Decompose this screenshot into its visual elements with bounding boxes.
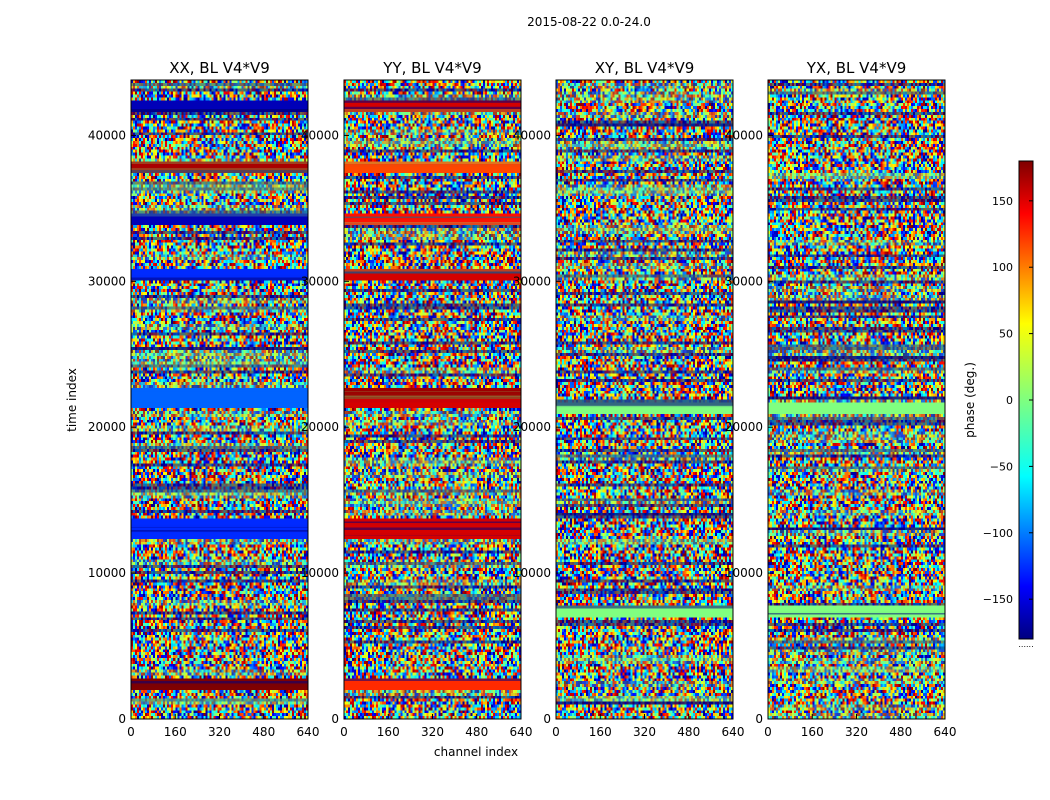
x-tick-label: 480 [252, 725, 275, 739]
y-tick-label: 10000 [725, 566, 763, 580]
heatmap-band-3-1 [556, 609, 733, 614]
y-tick-label: 40000 [301, 128, 339, 142]
panel-4: YX, BL V4*V9 0 160 320 480 640 0 10000 20000 3000… [725, 59, 957, 739]
heatmap-band-1-1 [131, 683, 308, 688]
figure-title: 2015-08-22 0.0-24.0 [527, 15, 651, 29]
x-tick-label: 0 [340, 725, 348, 739]
panel-1: XX, BL V4*V9 0 160 320 480 640 0 10000 20000 3000… [88, 59, 320, 739]
heatmap-band-2-3 [344, 522, 521, 527]
heatmap-band-4-2 [768, 406, 945, 411]
heatmap-band-1-5 [131, 391, 308, 396]
x-tick-label: 640 [934, 725, 957, 739]
x-tick-label: 160 [164, 725, 187, 739]
colorbar-tick-label: −50 [990, 460, 1013, 473]
y-tick-label: 30000 [725, 274, 763, 288]
y-tick-label: 40000 [513, 128, 551, 142]
panel-title: XX, BL V4*V9 [169, 59, 270, 77]
x-tick-label: 320 [845, 725, 868, 739]
y-tick-label: 10000 [88, 566, 126, 580]
colorbar-under-marker: ...... [1018, 640, 1033, 649]
panel-title: YX, BL V4*V9 [806, 59, 907, 77]
y-tick-label: 20000 [301, 420, 339, 434]
x-tick-label: 0 [764, 725, 772, 739]
y-tick-label: 30000 [513, 274, 551, 288]
x-tick-label: 160 [377, 725, 400, 739]
y-tick-label: 20000 [513, 420, 551, 434]
panel-3: XY, BL V4*V9 0 160 320 480 640 0 10000 20000 3000… [513, 59, 745, 739]
x-tick-label: 480 [889, 725, 912, 739]
x-tick-label: 320 [421, 725, 444, 739]
panel-title: YY, BL V4*V9 [382, 59, 481, 77]
heatmap-band-2-5 [344, 391, 521, 396]
y-tick-label: 30000 [301, 274, 339, 288]
x-tick-label: 640 [722, 725, 745, 739]
x-tick-label: 320 [208, 725, 231, 739]
x-axis-label: channel index [434, 745, 518, 759]
y-tick-label: 10000 [513, 566, 551, 580]
colorbar-tick-label: 100 [992, 261, 1013, 274]
heatmap-band-1-4 [131, 398, 308, 403]
y-tick-label: 40000 [88, 128, 126, 142]
colorbar-tick-label: 150 [992, 195, 1013, 208]
colorbar-label: phase (deg.) [963, 362, 977, 438]
heatmap-band-1-7 [131, 218, 308, 223]
x-tick-label: 480 [677, 725, 700, 739]
y-tick-label: 0 [331, 712, 339, 726]
heatmap-band-2-4 [344, 398, 521, 403]
heatmap-image-4 [768, 80, 945, 719]
heatmap-band-2-7 [344, 218, 521, 223]
subplots: XX, BL V4*V9 0 160 320 480 640 0 10000 20000 3000… [88, 59, 957, 739]
x-tick-label: 480 [465, 725, 488, 739]
panel-title: XY, BL V4*V9 [595, 59, 695, 77]
colorbar-ticks: −150 −100 −50 0 50 100 150 [983, 195, 1033, 606]
x-tick-label: 160 [801, 725, 824, 739]
heatmap-band-2-8 [344, 164, 521, 169]
heatmap-band-2-9 [344, 102, 521, 107]
x-tick-label: 320 [633, 725, 656, 739]
heatmap-band-1-6 [131, 273, 308, 278]
heatmap-band-1-2 [131, 531, 308, 536]
colorbar-tick-label: −150 [983, 593, 1013, 606]
heatmap-image-3 [556, 80, 733, 719]
heatmap-band-2-2 [344, 531, 521, 536]
x-tick-label: 640 [297, 725, 320, 739]
colorbar-tick-label: −100 [983, 527, 1013, 540]
heatmap-band-3-2 [556, 406, 733, 411]
y-axis-label: time index [65, 368, 79, 432]
x-tick-label: 0 [552, 725, 560, 739]
x-tick-label: 160 [589, 725, 612, 739]
colorbar: −150 −100 −50 0 50 100 150 phase (deg.) ...... [963, 160, 1034, 649]
x-tick-label: 0 [127, 725, 135, 739]
colorbar-tick-label: 50 [999, 328, 1013, 341]
y-tick-label: 0 [118, 712, 126, 726]
heatmap-band-2-6 [344, 273, 521, 278]
y-tick-label: 20000 [88, 420, 126, 434]
heatmap-band-1-9 [131, 102, 308, 107]
heatmap-band-4-1 [768, 609, 945, 614]
heatmap-band-2-1 [344, 683, 521, 688]
heatmap-band-1-8 [131, 164, 308, 169]
y-tick-label: 0 [543, 712, 551, 726]
y-tick-label: 10000 [301, 566, 339, 580]
colorbar-tick-label: 0 [1006, 394, 1013, 407]
panel-2: YY, BL V4*V9 0 160 320 480 640 0 10000 20000 3000… [301, 59, 533, 739]
y-tick-label: 40000 [725, 128, 763, 142]
y-tick-label: 0 [755, 712, 763, 726]
x-tick-label: 640 [510, 725, 533, 739]
heatmap-band-1-3 [131, 522, 308, 527]
y-tick-label: 30000 [88, 274, 126, 288]
y-tick-label: 20000 [725, 420, 763, 434]
